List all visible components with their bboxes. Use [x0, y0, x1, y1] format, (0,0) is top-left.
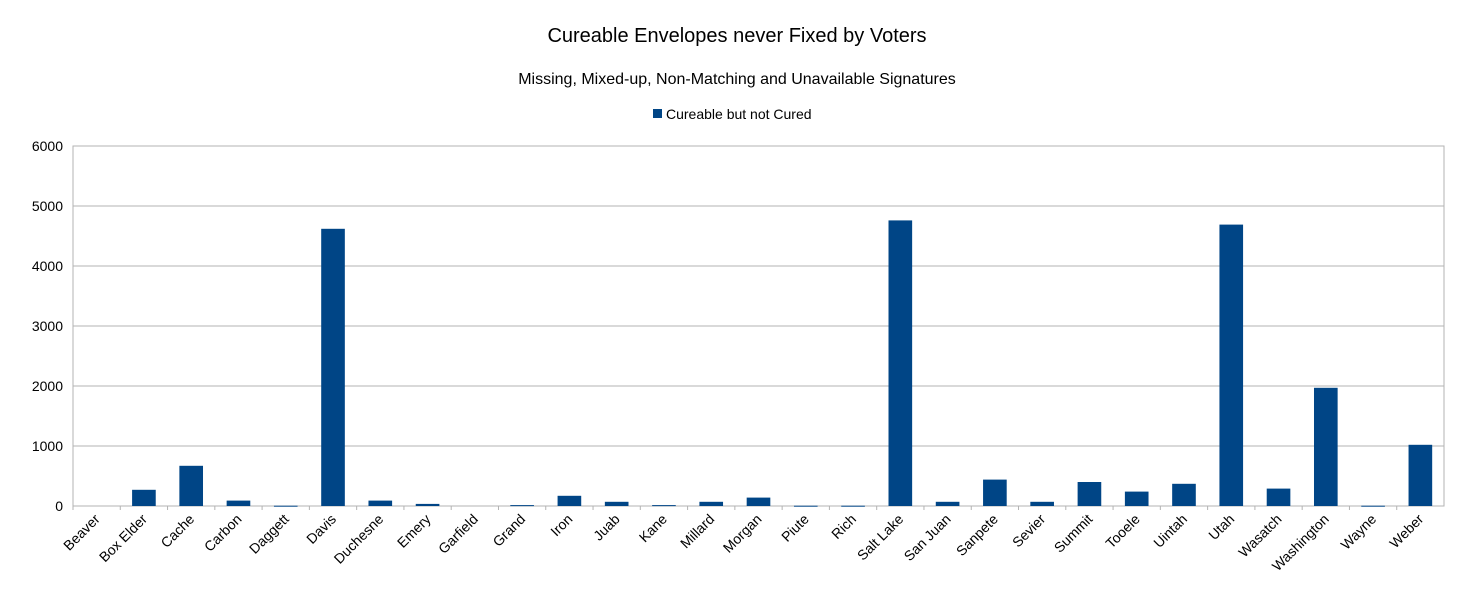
y-tick-label: 1000: [32, 438, 63, 454]
x-tick-label: Juab: [590, 511, 623, 544]
bar: [983, 479, 1007, 506]
x-tick-label: Salt Lake: [854, 511, 907, 564]
bar: [935, 501, 960, 506]
bar: [793, 505, 818, 507]
y-tick-label: 5000: [32, 198, 63, 214]
bar: [888, 220, 913, 506]
x-tick-label: Utah: [1205, 511, 1237, 543]
bar: [179, 465, 204, 506]
chart-subtitle: Missing, Mixed-up, Non-Matching and Unav…: [518, 71, 956, 88]
bar: [841, 505, 865, 507]
bar: [1077, 482, 1102, 506]
y-tick-label: 3000: [32, 318, 63, 334]
x-tick-label: Daggett: [246, 511, 292, 557]
legend: Cureable but not Cured: [653, 106, 812, 122]
bar: [1266, 488, 1291, 506]
x-tick-label: Grand: [489, 511, 528, 550]
x-tick-label: Piute: [778, 511, 812, 545]
y-tick-label: 4000: [32, 258, 63, 274]
x-tick-label: Beaver: [60, 511, 103, 554]
x-tick-label: Rich: [828, 511, 859, 542]
x-tick-label: Emery: [394, 511, 434, 551]
x-tick-label: Garfield: [435, 511, 481, 557]
x-tick-label: Iron: [547, 511, 575, 539]
x-tick-label: Morgan: [720, 511, 765, 556]
bar: [1219, 224, 1244, 506]
legend-swatch: [653, 109, 662, 118]
x-tick-label: Box Elder: [96, 511, 150, 565]
x-tick-label: Millard: [677, 511, 717, 551]
x-tick-label: Sanpete: [953, 511, 1001, 559]
x-tick-label: Uintah: [1150, 511, 1190, 551]
bar: [1124, 491, 1149, 506]
bar: [557, 495, 582, 506]
bar: [1172, 483, 1196, 506]
bar: [321, 228, 345, 507]
bar: [226, 500, 251, 506]
x-tick-label: Cache: [157, 511, 197, 551]
x-tick-label: Duchesne: [331, 511, 387, 567]
x-tick-label: Davis: [303, 511, 339, 547]
bar: [1408, 444, 1433, 506]
bar: [415, 503, 440, 506]
bar: [273, 505, 298, 507]
legend-label: Cureable but not Cured: [666, 106, 812, 122]
chart-title: Cureable Envelopes never Fixed by Voters: [547, 25, 926, 47]
x-tick-label: Tooele: [1102, 511, 1143, 552]
x-tick-label: San Juan: [901, 511, 954, 564]
bar: [368, 500, 393, 506]
y-tick-label: 0: [55, 498, 63, 514]
bar: [604, 501, 629, 506]
bar: [1361, 505, 1385, 507]
bar: [746, 497, 771, 506]
x-tick-label: Wayne: [1337, 511, 1379, 553]
x-tick-label: Kane: [636, 511, 671, 546]
x-tick-label: Summit: [1051, 511, 1096, 556]
bar: [699, 501, 724, 506]
y-tick-label: 2000: [32, 378, 63, 394]
bar: [1030, 501, 1054, 506]
x-tick-label: Carbon: [201, 511, 245, 555]
bar: [1313, 387, 1338, 506]
y-tick-label: 6000: [32, 138, 63, 154]
bar: [510, 505, 534, 507]
x-tick-label: Sevier: [1009, 511, 1049, 551]
x-tick-label: Weber: [1386, 511, 1427, 552]
bar: [132, 489, 156, 506]
bar: [652, 505, 676, 507]
